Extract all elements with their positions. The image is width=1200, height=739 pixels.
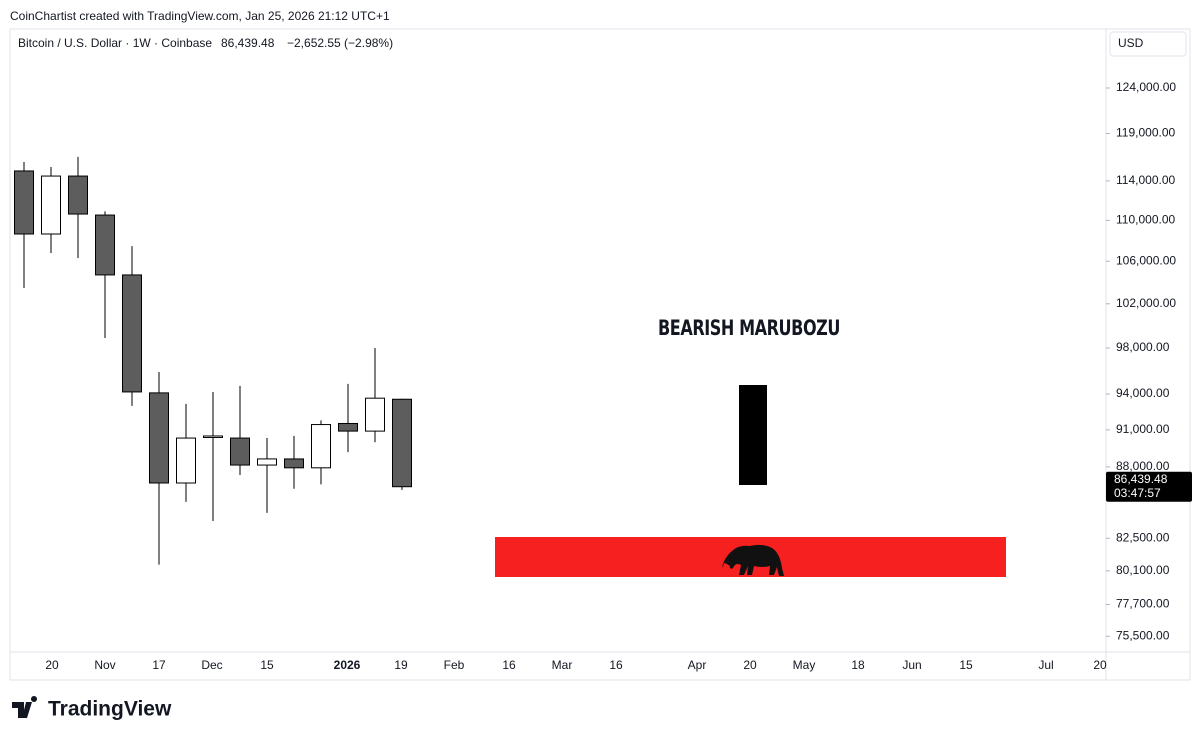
x-tick-label: Feb bbox=[444, 658, 465, 672]
candle-body bbox=[230, 437, 250, 466]
logo-icon bbox=[12, 696, 38, 718]
x-tick-label: 15 bbox=[959, 658, 973, 672]
logo: TradingView bbox=[48, 698, 172, 721]
x-tick-label: Dec bbox=[201, 658, 222, 672]
x-tick-label: Apr bbox=[688, 658, 707, 672]
x-tick-label: 20 bbox=[743, 658, 757, 672]
candle-body bbox=[95, 214, 115, 276]
annotation: BEARISH MARUBOZU bbox=[658, 316, 840, 341]
price-tag-countdown: 03:47:57 bbox=[1114, 486, 1161, 500]
frame bbox=[9, 28, 1191, 681]
currency: USD bbox=[1118, 36, 1144, 50]
bear-icon bbox=[722, 544, 784, 576]
candle-body bbox=[176, 437, 196, 484]
candle-body bbox=[41, 175, 61, 235]
candle-body bbox=[257, 458, 277, 466]
candle-body bbox=[338, 422, 358, 432]
x-tick-label: 19 bbox=[394, 658, 408, 672]
marubozu-shape bbox=[739, 385, 767, 485]
x-tick-label: 20 bbox=[45, 658, 59, 672]
candle-body bbox=[149, 392, 169, 484]
x-tick-label: 16 bbox=[502, 658, 516, 672]
currency-box[interactable] bbox=[1109, 31, 1187, 57]
candle-body bbox=[14, 170, 34, 235]
y-tick-label: 119,000.00 bbox=[1116, 126, 1175, 140]
x-tick-label: 18 bbox=[851, 658, 865, 672]
x-tick-label: May bbox=[793, 658, 816, 672]
y-tick-label: 82,500.00 bbox=[1116, 530, 1170, 544]
x-tick-label: 15 bbox=[260, 658, 274, 672]
y-tick-label: 88,000.00 bbox=[1116, 459, 1170, 473]
y-tick-label: 106,000.00 bbox=[1116, 253, 1176, 267]
x-tick-label: Mar bbox=[552, 658, 573, 672]
y-tick-label: 77,700.00 bbox=[1116, 597, 1170, 611]
candle-body bbox=[311, 424, 331, 469]
y-tick-label: 91,000.00 bbox=[1116, 422, 1170, 436]
x-tick-label: 16 bbox=[609, 658, 623, 672]
candle-body bbox=[392, 398, 412, 488]
y-tick-label: 75,500.00 bbox=[1116, 628, 1170, 642]
x-tick-label: 20 bbox=[1093, 658, 1107, 672]
y-tick-label: 124,000.00 bbox=[1116, 80, 1176, 94]
candle-body bbox=[284, 458, 304, 469]
candle-body bbox=[203, 435, 223, 438]
change: −2,652.55 (−2.98%) bbox=[287, 36, 393, 50]
candle-body bbox=[365, 397, 385, 432]
candle-body bbox=[122, 274, 142, 393]
y-tick-label: 102,000.00 bbox=[1116, 296, 1176, 310]
y-tick-label: 80,100.00 bbox=[1116, 563, 1170, 577]
y-tick-label: 114,000.00 bbox=[1116, 173, 1175, 187]
candle-body bbox=[68, 175, 88, 215]
x-tick-label: 17 bbox=[152, 658, 166, 672]
price-tag-value: 86,439.48 bbox=[1114, 472, 1168, 486]
x-tick-label: 2026 bbox=[334, 658, 361, 672]
credit: CoinChartist created with TradingView.co… bbox=[10, 9, 390, 23]
price-tag bbox=[1106, 471, 1192, 502]
symbol: Bitcoin / U.S. Dollar · 1W · Coinbase bbox=[18, 36, 212, 50]
last-price: 86,439.48 bbox=[221, 36, 275, 50]
y-tick-label: 94,000.00 bbox=[1116, 386, 1170, 400]
x-tick-label: Nov bbox=[94, 658, 115, 672]
y-tick-label: 98,000.00 bbox=[1116, 340, 1170, 354]
x-tick-label: Jul bbox=[1038, 658, 1053, 672]
y-tick-label: 110,000.00 bbox=[1116, 213, 1175, 227]
x-tick-label: Jun bbox=[902, 658, 921, 672]
